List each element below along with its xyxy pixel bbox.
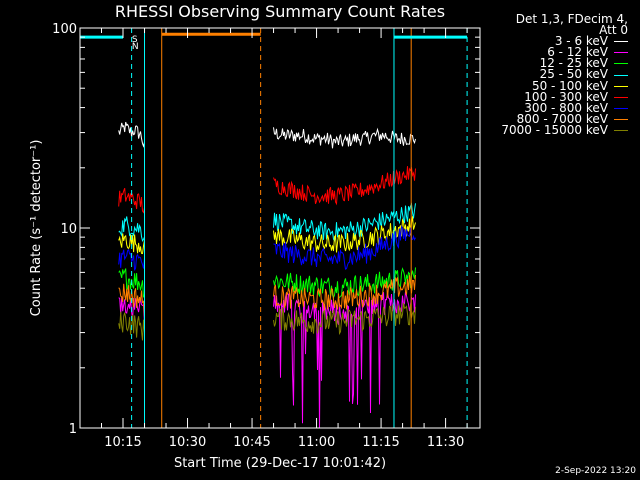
x-tick-label: 11:30 <box>427 435 464 450</box>
series-2-segment-2 <box>273 291 416 429</box>
series-3-segment-1 <box>118 268 145 298</box>
legend-entry: 6 - 12 keV <box>501 45 628 60</box>
legend-entry: 12 - 25 keV <box>501 56 628 71</box>
series-6-segment-1 <box>118 188 145 214</box>
y-tick-label: 1 <box>69 422 77 437</box>
series-3-segment-2 <box>273 267 416 299</box>
x-tick-label: 11:00 <box>298 435 335 450</box>
legend-label: 7000 - 15000 keV <box>501 122 608 137</box>
footer-timestamp: 2-Sep-2022 13:20 <box>555 466 636 476</box>
legend-swatch <box>614 63 628 65</box>
marker-n: N <box>132 42 139 52</box>
legend-swatch <box>614 85 628 87</box>
x-tick-label: 10:45 <box>233 435 270 450</box>
x-axis-label: Start Time (29-Dec-17 10:01:42) <box>174 456 386 471</box>
series-4-segment-1 <box>118 216 145 243</box>
legend-label: 12 - 25 keV <box>539 56 608 71</box>
legend-entry: 50 - 100 keV <box>501 78 628 93</box>
series-7-segment-1 <box>118 248 145 271</box>
series-6-segment-2 <box>273 166 416 206</box>
legend-label: 100 - 300 keV <box>524 89 608 104</box>
y-axis-label: Count Rate (s⁻¹ detector⁻¹) <box>29 140 44 317</box>
legend-entry: 3 - 6 keV <box>501 34 628 49</box>
y-tick-label: 100 <box>52 22 77 37</box>
series-4-segment-2 <box>273 202 416 242</box>
legend-swatch <box>614 74 628 76</box>
legend-swatch <box>614 96 628 98</box>
legend-swatch <box>614 129 628 131</box>
series-1-segment-2 <box>273 127 416 149</box>
series-7-segment-2 <box>273 224 416 270</box>
legend: Det 1,3, FDecim 4, Att 0 3 - 6 keV 6 - 12… <box>501 12 628 137</box>
legend-swatch <box>614 107 628 109</box>
legend-header-line-2: Att 0 <box>599 23 628 38</box>
legend-label: 50 - 100 keV <box>531 78 608 93</box>
x-tick-label: 11:15 <box>362 435 399 450</box>
x-tick-label: 10:15 <box>104 435 141 450</box>
legend-label: 300 - 800 keV <box>524 100 608 115</box>
legend-label: 3 - 6 keV <box>554 34 608 49</box>
legend-header-line-1: Det 1,3, FDecim 4, <box>515 12 628 26</box>
legend-swatch <box>614 41 628 43</box>
x-tick-label: 10:30 <box>169 435 206 450</box>
y-tick-label: 10 <box>60 222 77 237</box>
legend-swatch <box>614 118 628 120</box>
legend-entry: 7000 - 15000 keV <box>501 122 628 137</box>
legend-label: 25 - 50 keV <box>539 67 608 82</box>
legend-entry: 25 - 50 keV <box>501 67 628 82</box>
legend-entry: 300 - 800 keV <box>501 100 628 115</box>
marker-s: S <box>132 35 138 45</box>
legend-swatch <box>614 52 628 54</box>
legend-label: 6 - 12 keV <box>547 45 608 60</box>
legend-label: 800 - 7000 keV <box>516 111 608 126</box>
legend-entry: 800 - 7000 keV <box>501 111 628 126</box>
series-9-segment-2 <box>273 302 416 336</box>
series-1-segment-1 <box>118 121 145 148</box>
series-8-segment-2 <box>273 274 416 311</box>
chart-title: RHESSI Observing Summary Count Rates <box>114 2 446 21</box>
legend-entry: 100 - 300 keV <box>501 89 628 104</box>
